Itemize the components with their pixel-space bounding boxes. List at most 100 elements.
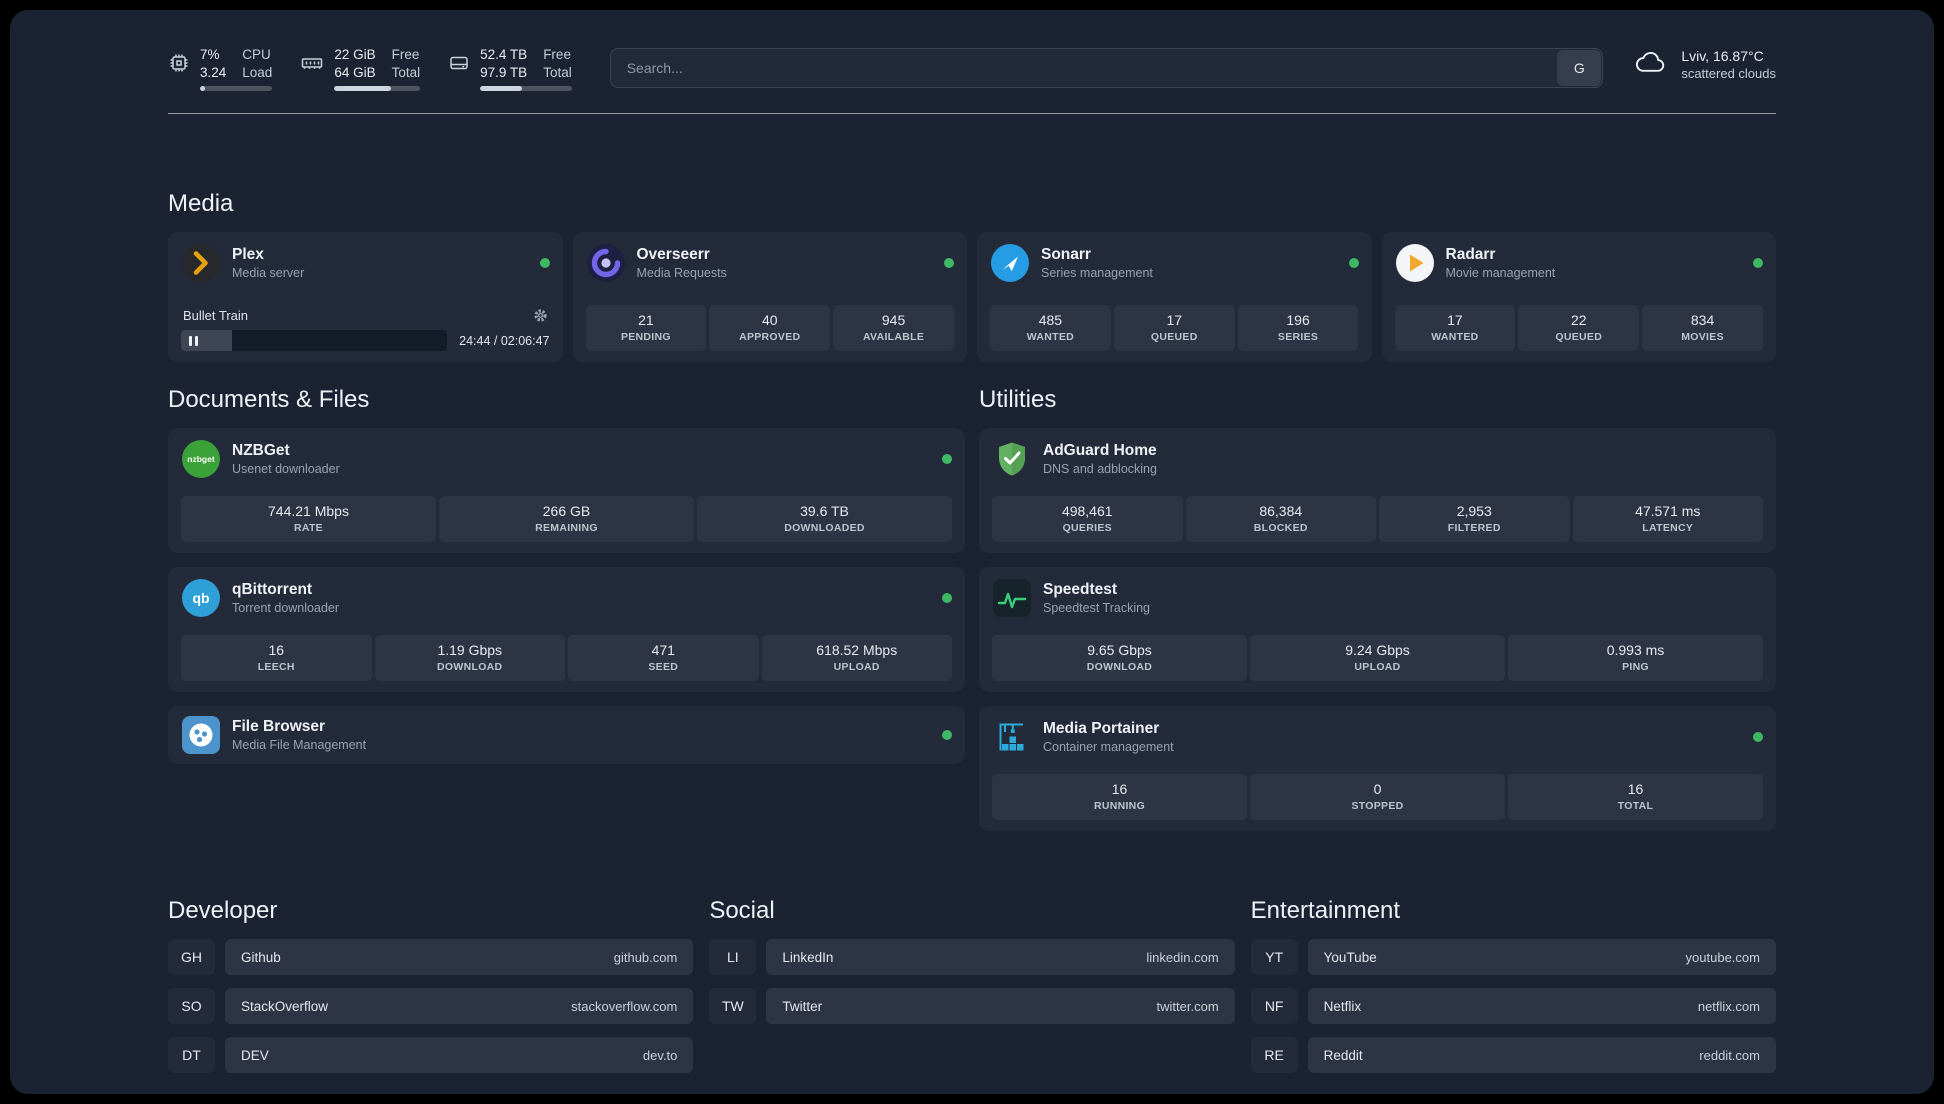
stat-tile: 1.19 Gbps DOWNLOAD — [374, 635, 565, 681]
stat-tile: 40 APPROVED — [709, 305, 831, 351]
service-card-nzbget[interactable]: nzbget NZBGet Usenet downloader 744.21 M… — [168, 428, 965, 553]
nzbget-icon: nzbget — [181, 439, 221, 479]
service-name: Radarr — [1445, 246, 1496, 263]
bookmark-reddit[interactable]: RE Reddit reddit.com — [1250, 1037, 1776, 1073]
disk-total-value: 97.9 TB — [480, 65, 528, 80]
bookmark-abbr: NF — [1250, 988, 1298, 1024]
section-title-utilities: Utilities — [979, 386, 1057, 413]
qbittorrent-icon: qb — [181, 578, 221, 618]
stat-tile: 196 SERIES — [1237, 305, 1359, 351]
bookmark-youtube[interactable]: YT YouTube youtube.com — [1250, 939, 1776, 975]
service-card-speedtest[interactable]: Speedtest Speedtest Tracking 9.65 Gbps D… — [979, 567, 1776, 692]
bookmark-abbr: GH — [168, 939, 215, 975]
bookmark-netflix[interactable]: NF Netflix netflix.com — [1250, 988, 1776, 1024]
cpu-icon — [168, 52, 190, 79]
bookmark-abbr: LI — [709, 939, 757, 975]
cloud-icon — [1633, 49, 1669, 81]
bookmark-twitter[interactable]: TW Twitter twitter.com — [709, 988, 1235, 1024]
section-title-social: Social — [709, 897, 775, 924]
top-bar: 7% CPU 3.24 Load 22 GiB — [168, 46, 1776, 91]
svg-text:qb: qb — [192, 590, 209, 606]
service-card-sonarr[interactable]: Sonarr Series management 485 WANTED 17 Q… — [977, 232, 1372, 362]
disk-icon — [448, 52, 470, 79]
now-playing-title: Bullet Train — [183, 308, 249, 323]
stat-tile: 17 QUEUED — [1113, 305, 1235, 351]
memory-icon — [300, 52, 324, 79]
adguard-icon — [992, 439, 1032, 479]
bookmark-name: LinkedIn — [782, 949, 834, 965]
stat-tile: 744.21 Mbps RATE — [181, 496, 436, 542]
bookmark-domain: twitter.com — [1156, 998, 1219, 1014]
bookmark-name: YouTube — [1323, 949, 1377, 965]
bookmark-dev[interactable]: DT DEV dev.to — [168, 1037, 694, 1073]
pause-icon[interactable] — [189, 335, 198, 346]
service-description: Usenet downloader — [232, 462, 340, 476]
stat-tile: 16 TOTAL — [1508, 774, 1763, 820]
service-card-portainer[interactable]: Media Portainer Container management 16 … — [979, 706, 1776, 831]
section-entertainment: Entertainment YT YouTube youtube.com NF … — [1250, 897, 1776, 1086]
service-card-qbittorrent[interactable]: qb qBittorrent Torrent downloader 16 LEE… — [168, 567, 965, 692]
bookmark-domain: reddit.com — [1699, 1047, 1760, 1063]
stat-tile: 21 PENDING — [585, 305, 707, 351]
service-name: Speedtest — [1043, 581, 1118, 598]
bookmark-github[interactable]: GH Github github.com — [168, 939, 694, 975]
cpu-widget: 7% CPU 3.24 Load — [168, 46, 273, 91]
section-social: Social LI LinkedIn linkedin.com TW Twitt… — [709, 897, 1235, 1037]
bookmark-domain: youtube.com — [1685, 949, 1760, 965]
stat-tile: 0 STOPPED — [1250, 774, 1505, 820]
bookmark-abbr: SO — [168, 988, 215, 1024]
status-dot — [944, 258, 954, 268]
bookmark-stackoverflow[interactable]: SO StackOverflow stackoverflow.com — [168, 988, 694, 1024]
search-input[interactable] — [609, 48, 1604, 88]
playback-time: 24:44 / 02:06:47 — [459, 333, 550, 348]
playback-progress-fill — [181, 330, 232, 351]
bookmark-abbr: YT — [1250, 939, 1298, 975]
memory-free-value: 22 GiB — [334, 47, 376, 62]
service-name: File Browser — [232, 718, 326, 735]
service-card-adguard[interactable]: AdGuard Home DNS and adblocking 498,461 … — [979, 428, 1776, 553]
service-card-radarr[interactable]: Radarr Movie management 17 WANTED 22 QUE… — [1381, 232, 1776, 362]
service-description: Speedtest Tracking — [1043, 601, 1151, 615]
gear-icon[interactable] — [533, 308, 548, 323]
service-name: Plex — [232, 246, 264, 263]
filebrowser-icon — [181, 715, 221, 755]
playback-progress-bar — [181, 330, 448, 351]
service-name: NZBGet — [232, 442, 290, 459]
bookmark-abbr: RE — [1250, 1037, 1298, 1073]
media-section: Plex Media server Bullet Train — [168, 232, 1776, 362]
disk-total-label: Total — [543, 65, 572, 80]
stat-tile: 2,953 FILTERED — [1379, 496, 1570, 542]
stat-tile: 618.52 Mbps UPLOAD — [761, 635, 952, 681]
stat-tile: 945 AVAILABLE — [833, 305, 954, 351]
plex-now-playing: Bullet Train 24:44 / 02:06:47 — [181, 308, 550, 351]
portainer-icon — [992, 717, 1032, 757]
section-developer: Developer GH Github github.com SO StackO… — [168, 897, 694, 1086]
stat-tile: 9.24 Gbps UPLOAD — [1250, 635, 1505, 681]
bookmark-abbr: DT — [168, 1037, 215, 1073]
service-name: Overseerr — [636, 246, 710, 263]
bookmark-abbr: TW — [709, 988, 757, 1024]
search-provider-button[interactable]: G — [1557, 50, 1602, 86]
stat-tile: 47.571 ms LATENCY — [1572, 496, 1763, 542]
radarr-icon — [1395, 243, 1435, 283]
stat-tile: 16 RUNNING — [992, 774, 1247, 820]
stat-tile: 39.6 TB DOWNLOADED — [697, 496, 952, 542]
stat-tile: 16 LEECH — [181, 635, 372, 681]
cpu-progress-bar — [200, 86, 273, 91]
service-description: Media Requests — [636, 266, 727, 280]
disk-free-value: 52.4 TB — [480, 47, 528, 62]
section-title-entertainment: Entertainment — [1250, 897, 1401, 924]
cpu-usage-label: CPU — [242, 47, 271, 62]
bookmark-linkedin[interactable]: LI LinkedIn linkedin.com — [709, 939, 1235, 975]
service-card-overseerr[interactable]: Overseerr Media Requests 21 PENDING 40 A… — [572, 232, 967, 362]
section-title-documents: Documents & Files — [168, 386, 370, 413]
memory-total-label: Total — [391, 65, 421, 80]
stat-tile: 17 WANTED — [1394, 305, 1516, 351]
service-card-plex[interactable]: Plex Media server Bullet Train — [168, 232, 563, 362]
cpu-load-value: 3.24 — [200, 65, 227, 80]
service-card-filebrowser[interactable]: File Browser Media File Management — [168, 706, 965, 764]
weather-condition: scattered clouds — [1681, 66, 1776, 81]
service-description: Movie management — [1445, 266, 1556, 280]
section-utilities: Utilities AdGuard Home DNS and adblockin… — [979, 362, 1776, 845]
stat-tile: 9.65 Gbps DOWNLOAD — [992, 635, 1247, 681]
